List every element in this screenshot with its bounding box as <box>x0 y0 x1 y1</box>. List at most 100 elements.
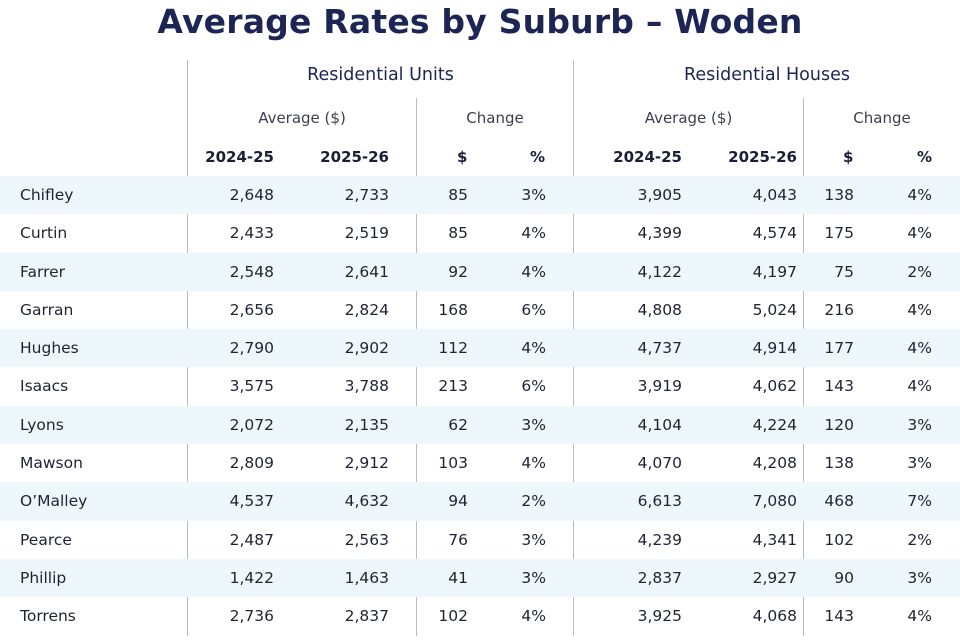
units-col-pct: % <box>530 148 546 166</box>
houses-change-dollar: 143 <box>824 377 854 396</box>
table-row: Chifley 2,648 2,733 85 3% 3,905 4,043 13… <box>0 176 960 215</box>
houses-2025: 4,208 <box>752 454 797 473</box>
houses-2024: 4,737 <box>637 339 682 358</box>
units-col-2025: 2025-26 <box>320 148 389 166</box>
houses-2024: 4,104 <box>637 415 682 434</box>
houses-change-dollar: 216 <box>824 300 854 319</box>
units-2024: 2,487 <box>229 530 274 549</box>
units-2024: 2,656 <box>229 300 274 319</box>
houses-change-dollar: 468 <box>824 492 854 511</box>
units-change-pct: 4% <box>521 607 546 626</box>
units-2025: 2,563 <box>344 530 389 549</box>
houses-2024: 2,837 <box>637 568 682 587</box>
units-change-pct: 3% <box>521 568 546 587</box>
houses-2025: 4,197 <box>752 262 797 281</box>
units-2024: 4,537 <box>229 492 274 511</box>
units-2024: 2,648 <box>229 186 274 204</box>
table-row: Hughes 2,790 2,902 112 4% 4,737 4,914 17… <box>0 329 960 368</box>
units-change-dollar: 92 <box>448 262 468 281</box>
group-header-houses: Residential Houses <box>684 65 850 85</box>
suburb-name: Torrens <box>20 607 76 626</box>
houses-change-pct: 4% <box>907 300 932 319</box>
units-change-dollar: 76 <box>448 530 468 549</box>
units-2024: 2,548 <box>229 262 274 281</box>
page-title: Average Rates by Suburb – Woden <box>157 2 803 41</box>
units-2025: 1,463 <box>344 568 389 587</box>
units-change-dollar: 85 <box>448 186 468 204</box>
houses-change-dollar: 175 <box>824 224 854 243</box>
suburb-name: Lyons <box>20 415 64 434</box>
units-change-dollar: 103 <box>438 454 468 473</box>
houses-change-dollar: 120 <box>824 415 854 434</box>
houses-change-dollar: 143 <box>824 607 854 626</box>
units-change-pct: 4% <box>521 454 546 473</box>
suburb-name: Farrer <box>20 262 66 281</box>
units-col-2024: 2024-25 <box>205 148 274 166</box>
suburb-name: Curtin <box>20 224 68 243</box>
units-2025: 2,519 <box>344 224 389 243</box>
houses-change-dollar: 138 <box>824 186 854 204</box>
houses-2025: 4,043 <box>752 186 797 204</box>
houses-col-pct: % <box>917 148 933 166</box>
units-change-pct: 3% <box>521 530 546 549</box>
units-change-pct: 6% <box>521 300 546 319</box>
units-change-pct: 4% <box>521 262 546 281</box>
units-2024: 2,790 <box>229 339 274 358</box>
units-2025: 2,824 <box>344 300 389 319</box>
table-row: Curtin 2,433 2,519 85 4% 4,399 4,574 175… <box>0 214 960 252</box>
units-change-pct: 3% <box>521 186 546 204</box>
units-change-dollar: 85 <box>448 224 468 243</box>
units-col-dollar: $ <box>457 148 468 166</box>
houses-2025: 4,224 <box>752 415 797 434</box>
table-row: Lyons 2,072 2,135 62 3% 4,104 4,224 120 … <box>0 405 960 445</box>
houses-2025: 7,080 <box>752 492 797 511</box>
units-2024: 2,736 <box>229 607 274 626</box>
units-2024: 3,575 <box>229 377 274 396</box>
houses-2025: 4,574 <box>752 224 797 243</box>
table-row: Isaacs 3,575 3,788 213 6% 3,919 4,062 14… <box>0 367 960 405</box>
houses-change-pct: 4% <box>907 224 932 243</box>
houses-col-dollar: $ <box>843 148 854 166</box>
houses-2024: 3,925 <box>637 607 682 626</box>
units-change-dollar: 102 <box>438 607 468 626</box>
houses-2024: 4,808 <box>637 300 682 319</box>
units-change-pct: 2% <box>521 492 546 511</box>
table-body: Chifley 2,648 2,733 85 3% 3,905 4,043 13… <box>0 176 960 636</box>
houses-change-dollar: 102 <box>824 530 854 549</box>
suburb-name: Hughes <box>20 339 79 358</box>
houses-2024: 3,919 <box>637 377 682 396</box>
units-2025: 2,641 <box>344 262 389 281</box>
houses-2024: 4,070 <box>637 454 682 473</box>
houses-change-pct: 4% <box>907 339 932 358</box>
units-2024: 2,809 <box>229 454 274 473</box>
houses-change-pct: 7% <box>907 492 932 511</box>
units-change-pct: 3% <box>521 415 546 434</box>
table-row: Torrens 2,736 2,837 102 4% 3,925 4,068 1… <box>0 597 960 635</box>
units-2025: 4,632 <box>344 492 389 511</box>
units-change-header: Change <box>466 109 524 127</box>
suburb-name: Chifley <box>20 186 74 204</box>
units-change-dollar: 112 <box>438 339 468 358</box>
houses-2024: 6,613 <box>637 492 682 511</box>
table-row: Pearce 2,487 2,563 76 3% 4,239 4,341 102… <box>0 521 960 559</box>
houses-2025: 4,914 <box>752 339 797 358</box>
table-row: Mawson 2,809 2,912 103 4% 4,070 4,208 13… <box>0 444 960 482</box>
houses-change-pct: 2% <box>907 262 932 281</box>
table-row: O’Malley 4,537 4,632 94 2% 6,613 7,080 4… <box>0 482 960 521</box>
houses-2025: 4,341 <box>752 530 797 549</box>
table-row: Farrer 2,548 2,641 92 4% 4,122 4,197 75 … <box>0 252 960 291</box>
houses-change-dollar: 177 <box>824 339 854 358</box>
units-2025: 2,135 <box>344 415 389 434</box>
units-change-pct: 4% <box>521 224 546 243</box>
houses-change-pct: 3% <box>907 568 932 587</box>
units-change-dollar: 168 <box>438 300 468 319</box>
houses-change-pct: 2% <box>907 530 932 549</box>
houses-average-header: Average ($) <box>644 109 733 127</box>
houses-2025: 4,068 <box>752 607 797 626</box>
suburb-name: Pearce <box>20 530 72 549</box>
units-2024: 1,422 <box>229 568 274 587</box>
units-2025: 2,902 <box>344 339 389 358</box>
units-change-dollar: 62 <box>448 415 468 434</box>
houses-change-pct: 3% <box>907 454 932 473</box>
houses-2024: 4,239 <box>637 530 682 549</box>
